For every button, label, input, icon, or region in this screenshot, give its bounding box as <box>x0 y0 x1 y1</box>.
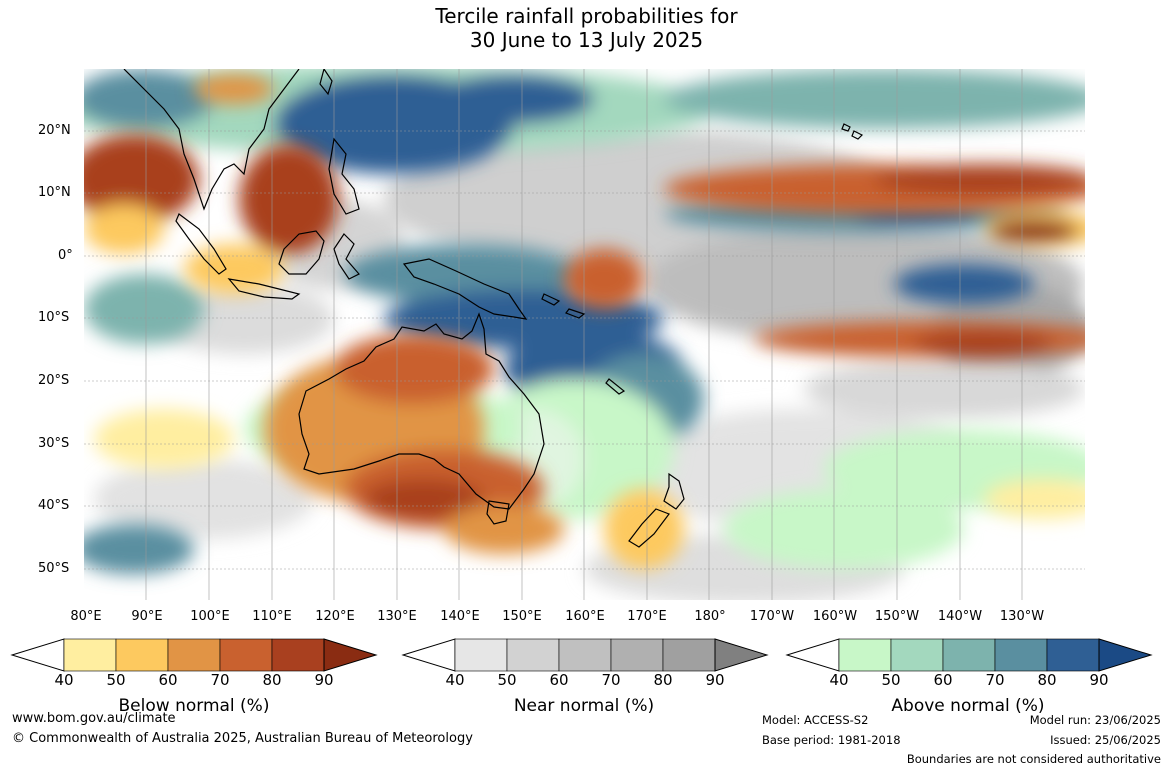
lon-label-100e: 100°E <box>190 609 230 624</box>
map-title: Tercile rainfall probabilities for 30 Ju… <box>0 4 1173 52</box>
lon-label-160e: 160°E <box>565 609 605 624</box>
near-swatch-4 <box>610 638 664 672</box>
lon-label-150w: 150°W <box>874 609 920 624</box>
asia-mainland-coastline <box>123 69 300 211</box>
issued-date: Issued: 25/06/2025 <box>1050 733 1161 747</box>
title-line-1: Tercile rainfall probabilities for <box>435 4 738 28</box>
near-swatch-3 <box>558 638 612 672</box>
below-swatch-1 <box>63 638 117 672</box>
lon-label-110e: 110°E <box>252 609 292 624</box>
boundaries-disclaimer: Boundaries are not considered authoritat… <box>906 752 1161 766</box>
lon-label-130w: 130°W <box>999 609 1045 624</box>
near-tick-90: 90 <box>705 671 725 689</box>
sulawesi-coastline <box>333 233 360 280</box>
new-caledonia-coastline <box>605 378 626 395</box>
sumatra-coastline <box>175 213 227 275</box>
above-tick-70: 70 <box>985 671 1005 689</box>
base-period: Base period: 1981-2018 <box>762 733 901 747</box>
near-swatch-1 <box>454 638 508 672</box>
title-line-2: 30 June to 13 July 2025 <box>469 28 704 52</box>
lon-label-170w: 170°W <box>749 609 795 624</box>
tasmania-coastline <box>486 500 510 525</box>
meridians <box>145 69 1023 600</box>
near-swatch-6 <box>714 638 769 672</box>
near-tick-70: 70 <box>601 671 621 689</box>
colorbar-below-normal <box>10 638 378 672</box>
model-name: Model: ACCESS-S2 <box>762 713 869 727</box>
above-swatch-4 <box>994 638 1048 672</box>
above-tick-50: 50 <box>881 671 901 689</box>
solomon-islands-coastline <box>541 293 586 319</box>
above-tick-80: 80 <box>1037 671 1057 689</box>
coastlines <box>123 69 864 548</box>
australia-coastline <box>298 312 545 510</box>
taiwan-coastline <box>319 69 333 96</box>
lon-label-180: 180° <box>694 609 726 624</box>
above-swatch-1 <box>838 638 892 672</box>
hawaii-coastline <box>841 123 864 140</box>
lon-label-140w: 140°W <box>937 609 983 624</box>
colorbar-above-normal <box>785 638 1153 672</box>
website-link[interactable]: www.bom.gov.au/climate <box>12 711 176 726</box>
above-tick-40: 40 <box>829 671 849 689</box>
borneo-coastline <box>278 230 325 275</box>
lon-label-130e: 130°E <box>377 609 417 624</box>
colorbar-above-title: Above normal (%) <box>891 696 1045 716</box>
new-zealand-south-island <box>628 508 670 548</box>
lat-label-10n: 10°N <box>38 185 71 200</box>
model-run-date: Model run: 23/06/2025 <box>1029 713 1161 727</box>
rainfall-probability-map <box>84 69 1085 600</box>
above-swatch-2 <box>890 638 944 672</box>
lon-label-160w: 160°W <box>812 609 858 624</box>
java-coastline <box>227 278 301 300</box>
above-swatch-5 <box>1046 638 1100 672</box>
lon-label-150e: 150°E <box>502 609 542 624</box>
below-swatch-6 <box>323 638 378 672</box>
near-tick-60: 60 <box>549 671 569 689</box>
above-tick-60: 60 <box>933 671 953 689</box>
below-tick-50: 50 <box>106 671 126 689</box>
lat-label-10s: 10°S <box>38 310 70 325</box>
below-swatch-2 <box>115 638 169 672</box>
below-tick-60: 60 <box>158 671 178 689</box>
above-swatch-3 <box>942 638 996 672</box>
near-swatch-5 <box>662 638 716 672</box>
lat-label-20s: 20°S <box>38 373 70 388</box>
lon-label-170e: 170°E <box>627 609 667 624</box>
philippines-coastline <box>328 137 360 215</box>
lon-label-80e: 80°E <box>70 609 102 624</box>
below-tick-80: 80 <box>262 671 282 689</box>
lat-label-30s: 30°S <box>38 436 70 451</box>
below-swatch-4 <box>219 638 273 672</box>
near-swatch-2 <box>506 638 560 672</box>
lon-label-140e: 140°E <box>440 609 480 624</box>
near-tick-80: 80 <box>653 671 673 689</box>
copyright-notice: © Commonwealth of Australia 2025, Austra… <box>12 731 473 746</box>
near-tick-40: 40 <box>445 671 465 689</box>
above-swatch-6 <box>1098 638 1153 672</box>
lon-label-120e: 120°E <box>315 609 355 624</box>
new-zealand-north-island <box>663 472 685 510</box>
lon-label-90e: 90°E <box>131 609 163 624</box>
below-tick-40: 40 <box>54 671 74 689</box>
lat-label-0: 0° <box>58 248 73 263</box>
below-normal-regions <box>84 74 1085 569</box>
below-swatch-3 <box>167 638 221 672</box>
colorbar-below-title: Below normal (%) <box>118 696 270 716</box>
lat-label-50s: 50°S <box>38 561 70 576</box>
new-guinea-coastline <box>402 258 528 320</box>
near-tick-50: 50 <box>497 671 517 689</box>
below-swatch-5 <box>271 638 325 672</box>
below-tick-90: 90 <box>314 671 334 689</box>
lat-label-20n: 20°N <box>38 123 71 138</box>
lat-label-40s: 40°S <box>38 498 70 513</box>
colorbar-near-normal <box>401 638 769 672</box>
colorbar-near-title: Near normal (%) <box>513 696 655 716</box>
graticule <box>84 130 1085 570</box>
above-tick-90: 90 <box>1089 671 1109 689</box>
below-tick-70: 70 <box>210 671 230 689</box>
